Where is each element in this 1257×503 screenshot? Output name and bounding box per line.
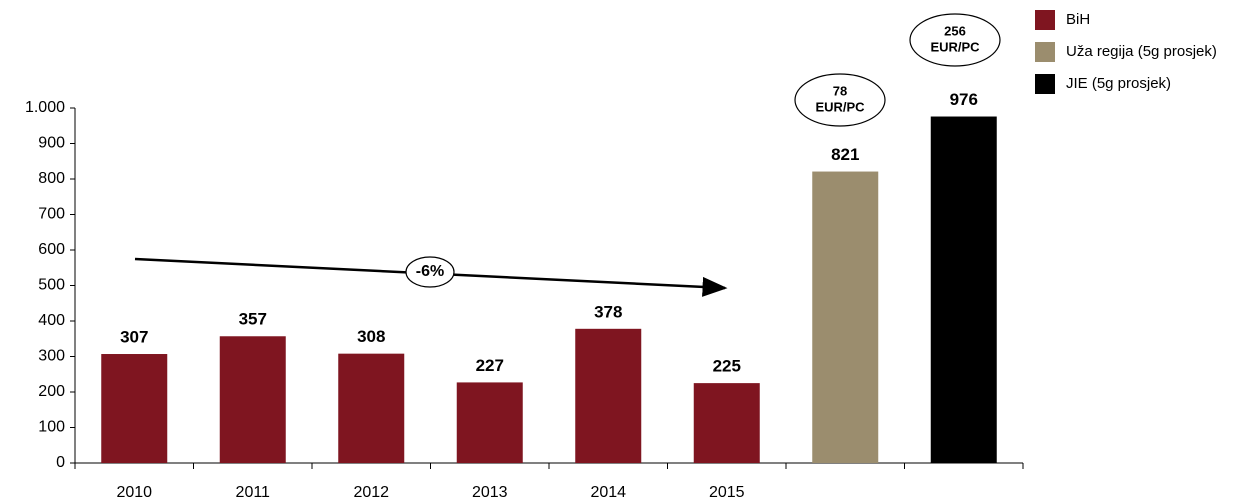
bar [812, 171, 879, 464]
value-label: 308 [357, 327, 385, 346]
value-label: 821 [831, 145, 859, 164]
annotation-bubble [909, 13, 1001, 67]
y-tick-label: 700 [38, 206, 65, 223]
annotation-text: EUR/PC [815, 99, 865, 114]
annotation-text: 78 [833, 83, 847, 98]
legend-label: Uža regija (5g prosjek) [1066, 43, 1217, 60]
legend-label: JIE (5g prosjek) [1066, 75, 1171, 92]
y-tick-label: 300 [38, 348, 65, 365]
y-tick-label: 500 [38, 277, 65, 294]
value-label: 357 [239, 310, 267, 329]
bar [456, 382, 523, 463]
annotation-bubble [794, 73, 886, 127]
legend-swatch [1035, 10, 1055, 30]
bar [693, 383, 760, 463]
x-tick-label: 2014 [590, 484, 626, 501]
x-tick-label: 2015 [709, 484, 745, 501]
annotation-text: EUR/PC [930, 39, 980, 54]
value-label: 227 [476, 356, 504, 375]
annotation-bubble [405, 256, 455, 288]
bar [575, 328, 642, 463]
bar [101, 354, 168, 463]
value-label: 378 [594, 302, 622, 321]
legend-swatch [1035, 42, 1055, 62]
y-tick-label: 800 [38, 170, 65, 187]
x-tick-label: 2013 [472, 484, 508, 501]
bar [930, 116, 997, 464]
y-tick-label: 400 [38, 312, 65, 329]
y-tick-label: 1.000 [25, 99, 65, 116]
x-tick-label: 2011 [236, 484, 271, 501]
legend-swatch [1035, 74, 1055, 94]
y-tick-label: 0 [56, 454, 65, 471]
y-tick-label: 100 [38, 419, 65, 436]
annotation-text: 256 [944, 23, 966, 38]
y-tick-label: 600 [38, 241, 65, 258]
value-label: 225 [713, 357, 741, 376]
bar [338, 353, 405, 463]
x-tick-label: 2010 [116, 484, 152, 501]
x-tick-label: 2012 [353, 484, 389, 501]
value-label: 976 [950, 90, 978, 109]
annotation-text: -6% [416, 263, 444, 280]
legend-label: BiH [1066, 11, 1090, 28]
y-tick-label: 900 [38, 135, 65, 152]
value-label: 307 [120, 327, 148, 346]
y-tick-label: 200 [38, 383, 65, 400]
bar [219, 336, 286, 463]
